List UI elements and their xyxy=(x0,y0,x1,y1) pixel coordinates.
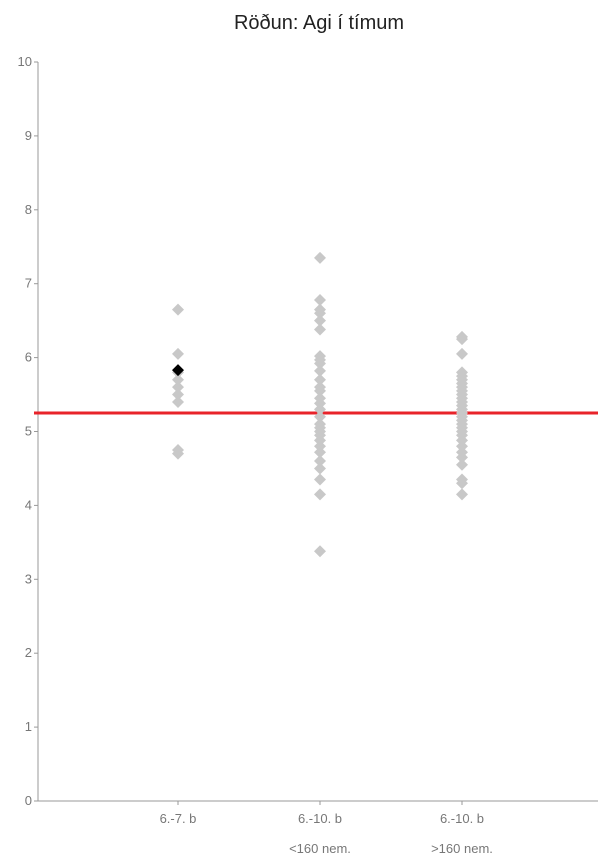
chart-title: Röðun: Agi í tímum xyxy=(233,12,405,34)
data-point xyxy=(456,451,468,464)
data-point xyxy=(172,395,184,408)
y-tick-label: 8 xyxy=(25,202,32,217)
data-point xyxy=(456,488,468,501)
data-point xyxy=(172,388,184,401)
category-label: 6.-10. b xyxy=(440,811,484,826)
data-point xyxy=(314,488,326,501)
y-tick-label: 3 xyxy=(25,571,32,586)
y-tick-label: 10 xyxy=(18,54,32,69)
data-point xyxy=(314,455,326,468)
y-tick-label: 5 xyxy=(25,424,32,439)
data-point xyxy=(314,384,326,397)
category-label: <160 nem. xyxy=(289,841,351,856)
category-label: 6.-10. b xyxy=(298,811,342,826)
data-point xyxy=(172,381,184,394)
highlight-group xyxy=(172,364,184,377)
data-point xyxy=(314,473,326,486)
data-point xyxy=(456,477,468,490)
category-labels: 6.-7. b 6.-10. b <160 nem. 6.-10. b >160 nem… xyxy=(160,811,493,856)
data-point xyxy=(314,323,326,336)
data-point xyxy=(456,458,468,471)
y-tick-label: 9 xyxy=(25,128,32,143)
data-point xyxy=(314,314,326,327)
data-point xyxy=(314,364,326,377)
data-point xyxy=(314,410,326,423)
data-point xyxy=(172,303,184,316)
y-tick-label: 7 xyxy=(25,276,32,291)
data-point xyxy=(314,357,326,370)
data-point xyxy=(172,373,184,386)
data-point xyxy=(314,373,326,386)
data-point xyxy=(314,403,326,416)
data-point xyxy=(314,251,326,264)
category-label: >160 nem. xyxy=(431,841,493,856)
data-point xyxy=(456,347,468,360)
data-point xyxy=(314,446,326,459)
axes: 0 1 2 3 4 5 6 7 8 9 10 xyxy=(18,54,598,808)
y-tick-label: 4 xyxy=(25,497,32,512)
data-point xyxy=(456,333,468,346)
points-group xyxy=(172,251,468,558)
y-tick-label: 1 xyxy=(25,719,32,734)
data-point xyxy=(314,293,326,306)
highlight-point xyxy=(172,364,184,377)
category-label: 6.-7. b xyxy=(160,811,197,826)
data-point xyxy=(314,307,326,320)
data-point xyxy=(314,462,326,475)
data-point xyxy=(172,447,184,460)
y-tick-label: 2 xyxy=(25,645,32,660)
data-point xyxy=(172,347,184,360)
y-tick-label: 0 xyxy=(25,793,32,808)
data-point xyxy=(314,545,326,558)
y-tick-label: 6 xyxy=(25,350,32,365)
